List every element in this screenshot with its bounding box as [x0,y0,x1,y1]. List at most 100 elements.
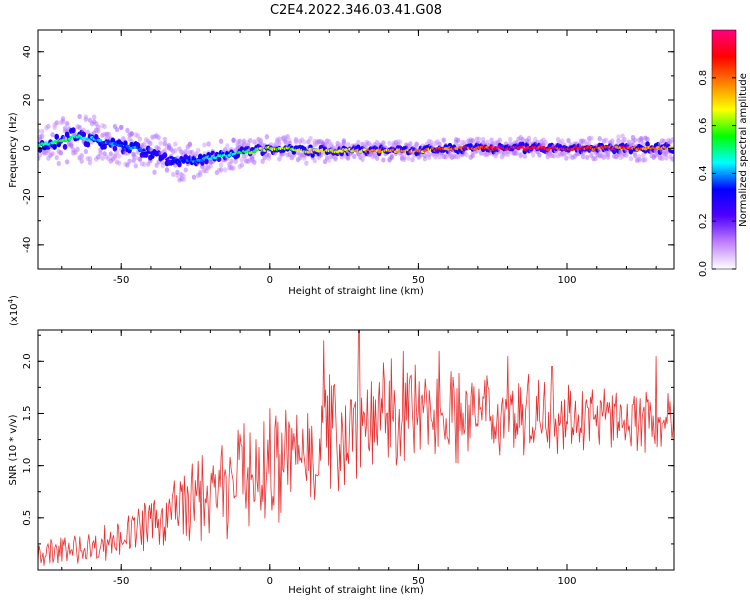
heatmap-cell [628,156,634,162]
heatmap-cell [54,133,60,140]
heatmap-cell [520,137,525,143]
heatmap-cell [285,133,290,140]
heatmap-cell [85,141,91,148]
heatmap-cell [312,158,317,164]
heatmap-cell [624,152,629,159]
heatmap-cell [464,152,469,158]
heatmap-cell [116,160,122,166]
heatmap-cell [119,124,124,131]
heatmap-cell [645,136,650,142]
heatmap-cell [283,138,288,144]
heatmap-cell [462,140,467,146]
heatmap-cell [198,172,203,178]
snr-scale-label: (x104) [7,295,20,326]
heatmap-cell [133,163,138,169]
heatmap-cell [593,156,598,162]
y-tick-label: -40 [22,237,33,253]
heatmap-cell [239,162,245,168]
heatmap-cell [87,160,93,166]
spectrogram-ticks: -50 0 50 100 -40 -20 0 20 40 [22,30,674,286]
heatmap-cell [560,138,565,144]
heatmap-cell [141,161,147,167]
y-tick-label: 1.5 [22,406,33,422]
heatmap-cell [616,134,621,140]
heatmap-cell [641,152,646,158]
heatmap-cell [410,157,415,163]
heatmap-cell [171,171,176,177]
heatmap-cell [175,169,180,175]
heatmap-cell [81,131,87,138]
heatmap-cell [183,149,188,155]
heatmap-cell [56,160,62,167]
heatmap-cell [60,115,66,122]
heatmap-cell [489,137,494,143]
colorbar-label: Normalized spectral amplitude [738,73,749,227]
heatmap-cell [177,161,182,168]
heatmap-cell [52,143,57,150]
heatmap-cell [360,156,365,163]
heatmap-cell [381,157,386,163]
heatmap-cell [133,155,138,161]
heatmap-cell [87,156,93,162]
heatmap-cell [54,120,59,126]
heatmap-cell [204,158,209,165]
heatmap-cell [50,151,55,157]
heatmap-cell [54,154,59,161]
heatmap-cell [77,113,82,120]
heatmap-cell [426,151,432,158]
heatmap-cell [79,153,84,160]
heatmap-cell [243,152,249,159]
heatmap-cell [96,124,101,130]
spectrogram-frame [37,29,675,270]
heatmap-cell [437,141,442,148]
heatmap-cell [345,155,351,161]
heatmap-cell [670,156,674,162]
heatmap-cell [526,135,532,141]
snr-series-line [38,330,674,566]
heatmap-cell [564,155,569,161]
heatmap-cell [208,163,213,169]
heatmap-cell [125,162,130,168]
heatmap-cell [508,136,513,142]
heatmap-cell [91,114,97,120]
heatmap-cell [116,153,122,159]
heatmap-cell [162,136,168,142]
heatmap-cell [401,154,407,161]
heatmap-cell [518,151,523,158]
heatmap-cell [470,153,475,159]
heatmap-cell [102,123,107,130]
colorbar-tick-label: 0.2 [698,213,709,229]
heatmap-cell [408,141,413,147]
heatmap-cell [81,127,86,133]
heatmap-cell [206,141,211,147]
heatmap-cell [83,116,89,122]
heatmap-cell [69,138,74,144]
heatmap-cell [258,137,263,143]
heatmap-cell [216,156,222,163]
heatmap-cell [530,152,536,158]
heatmap-cell [114,127,120,133]
heatmap-cell [173,141,178,147]
heatmap-cell [247,137,253,144]
heatmap-cell [156,146,161,152]
colorbar-tick-label: 0.4 [698,165,709,181]
heatmap-cell [50,132,55,138]
heatmap-cell [181,173,186,179]
heatmap-cell [106,131,111,137]
y-tick-label: 40 [22,45,33,58]
heatmap-cell [639,135,644,142]
heatmap-cell [414,142,419,148]
heatmap-cell [160,159,166,166]
heatmap-cell [125,144,130,148]
heatmap-cell [77,124,82,130]
heatmap-cell [38,152,43,158]
heatmap-cell [293,136,299,142]
heatmap-cell [587,139,592,145]
heatmap-cell [163,155,167,159]
heatmap-cell [597,136,602,142]
heatmap-cell [372,151,378,157]
heatmap-cell [197,153,203,160]
heatmap-cell [585,154,590,160]
heatmap-cell [156,135,161,141]
heatmap-cell [102,143,107,150]
